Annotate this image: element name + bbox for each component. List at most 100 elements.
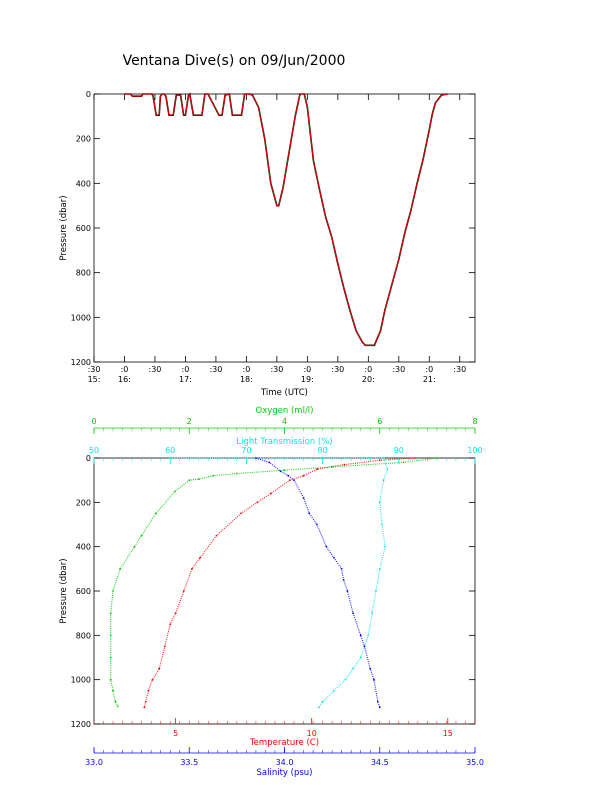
profile-3-point (169, 623, 172, 626)
x-axis-label: Time (UTC) (260, 388, 308, 398)
profile-4-point (255, 457, 257, 459)
axis-tick-label: 10 (307, 729, 317, 738)
axis-tick-label: 35.0 (466, 758, 484, 767)
y-tick-label: 600 (76, 224, 91, 233)
profile-4-point (346, 590, 349, 592)
profile-1-point (109, 634, 112, 637)
profile-4-point (363, 645, 366, 648)
profile-4-point (352, 612, 354, 615)
y-tick-label: 200 (76, 135, 91, 144)
axis-tick-label: 33.0 (85, 758, 103, 767)
profile-1-point (109, 678, 112, 681)
x-tick-minute-label: :0 (243, 365, 251, 374)
profile-1-point (109, 656, 112, 659)
depth-trace-line (124, 93, 448, 346)
profile-1-point (197, 478, 200, 480)
axis-label: Salinity (psu) (257, 768, 313, 778)
profile-1-point (116, 705, 119, 708)
axis-tick-label: 34.0 (276, 758, 294, 767)
x-tick-hour-label: 16: (118, 375, 131, 384)
x-tick-hour-label: 21: (423, 375, 436, 384)
axis-label: Temperature (C) (249, 738, 319, 748)
profile-2-point (378, 501, 381, 504)
profile-1-point (283, 469, 286, 472)
profile-4-point (333, 556, 335, 559)
x-tick-minute-label: :30 (453, 365, 466, 374)
axis-tick-label: 2 (187, 417, 192, 426)
plot-frame (93, 457, 476, 725)
axis-label: Oxygen (ml/l) (256, 406, 314, 416)
profile-3-point (174, 612, 177, 615)
axis-tick-label: 4 (282, 417, 287, 426)
profile-2-point (344, 678, 347, 681)
profile-1-point (402, 461, 405, 464)
profile-1-point (212, 474, 215, 477)
profile-1-point (119, 567, 122, 570)
profile-4-point (268, 461, 271, 464)
axis-tick-label: 33.5 (180, 758, 198, 767)
x-tick-hour-label: 18: (240, 375, 253, 384)
axis-tick-label: 60 (165, 446, 175, 455)
chart-title: Ventana Dive(s) on 09/Jun/2000 (123, 53, 346, 69)
profile-4-trace (255, 457, 381, 708)
axis-tick-label: 0 (91, 417, 96, 426)
y-tick-label: 0 (86, 454, 91, 463)
profile-3-point (163, 645, 166, 648)
y-tick-label: 0 (86, 90, 91, 99)
profile-3-point (240, 512, 242, 515)
profile-1-point (188, 479, 191, 482)
profile-3-point (147, 689, 150, 692)
profile-1-point (155, 512, 157, 515)
profile-2-point (382, 457, 385, 459)
profile-3-point (414, 457, 416, 459)
y-tick-label: 400 (76, 543, 91, 552)
profile-1-point (236, 472, 238, 475)
profile-3-point (256, 501, 259, 504)
x-tick-minute-label: :0 (121, 365, 129, 374)
profile-2-point (333, 689, 335, 692)
profile-4-point (308, 512, 311, 515)
profile-2-point (384, 545, 386, 548)
profile-2-point (359, 656, 362, 659)
depth-trace-shadow (124, 92, 448, 347)
profile-3-point (378, 459, 381, 462)
profile-2-point (382, 479, 385, 482)
y-tick-label: 1000 (71, 676, 91, 685)
profile-1-trace (110, 457, 437, 707)
profile-4-point (325, 545, 328, 548)
axis-tick-label: 100 (467, 446, 482, 455)
profile-1-point (112, 590, 114, 592)
profile-3-point (302, 474, 305, 477)
y-axis-label: Pressure (dbar) (59, 195, 69, 260)
axis-tick-label: 90 (394, 446, 404, 455)
axis-tick-label: 80 (318, 446, 328, 455)
profile-1-point (133, 545, 136, 548)
profile-4-point (302, 497, 305, 499)
profile-4-point (287, 474, 290, 477)
axis-tick-label: 6 (377, 417, 382, 426)
x-tick-minute-label: :30 (392, 365, 405, 374)
y-tick-label: 200 (76, 498, 91, 507)
profile-4-point (378, 706, 381, 709)
profile-1-point (112, 689, 114, 692)
profile-3-point (182, 590, 185, 592)
x-tick-minute-label: :30 (331, 365, 344, 374)
profile-2-trace (170, 457, 388, 708)
profile-2-point (386, 468, 389, 470)
y-tick-label: 1200 (71, 720, 91, 729)
profile-3-point (316, 468, 319, 470)
profile-4-point (340, 567, 343, 570)
profile-2-point (169, 457, 172, 459)
profile-4-point (293, 479, 295, 482)
profile-3-point (191, 567, 193, 570)
y-tick-label: 800 (76, 269, 91, 278)
profile-2-point (375, 590, 377, 592)
profile-2-point (378, 567, 381, 570)
profile-1-point (140, 534, 143, 537)
axis-tick-label: 8 (472, 417, 477, 426)
axis-tick-label: 5 (173, 729, 178, 738)
profile-2-point (381, 523, 383, 526)
x-tick-minute-label: :30 (209, 365, 222, 374)
y-tick-label: 1000 (71, 313, 91, 322)
